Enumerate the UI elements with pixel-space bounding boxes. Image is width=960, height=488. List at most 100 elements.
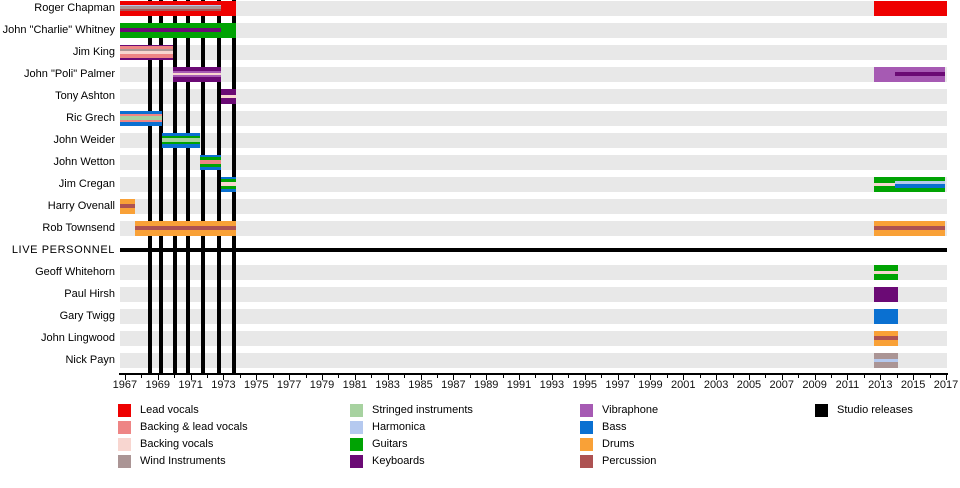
bar-stripe (120, 116, 162, 120)
studio-release-line (186, 0, 191, 373)
x-axis-tick-label: 2017 (933, 379, 959, 391)
legend-swatch (580, 455, 593, 468)
x-axis-tick-label: 1971 (178, 379, 203, 391)
bar-stripe (120, 4, 222, 7)
timeline-bar (120, 22, 237, 38)
legend-item: Drums (580, 438, 800, 452)
bar-stripe (120, 119, 162, 123)
x-axis-tick-label: 1979 (309, 379, 335, 391)
x-axis-tick (157, 375, 159, 380)
legend-label: Backing vocals (140, 438, 214, 450)
legend-label: Drums (602, 438, 635, 450)
x-axis-tick (404, 375, 406, 378)
bar-stripe (895, 183, 946, 188)
row-label: Rob Townsend (42, 222, 115, 234)
row-label: Tony Ashton (55, 90, 115, 102)
legend-swatch (580, 438, 593, 451)
x-axis-tick-label: 1997 (605, 379, 630, 391)
timeline-bar (120, 0, 237, 16)
x-axis-tick-label: 1969 (145, 379, 170, 391)
bar-stripe (161, 138, 200, 142)
bar-stripe (120, 113, 162, 117)
legend-item: Stringed instruments (350, 404, 570, 418)
timeline-bar (873, 264, 898, 280)
row-band (120, 286, 947, 302)
x-axis-tick (256, 375, 258, 380)
x-axis-tick-label: 2013 (868, 379, 893, 391)
row-label: LIVE PERSONNEL (11, 244, 115, 256)
timeline-bar (161, 132, 200, 148)
x-axis-tick-label: 1985 (408, 379, 433, 391)
row-label: Harry Ovenall (47, 200, 115, 212)
timeline-bar (120, 44, 173, 60)
x-axis-tick (371, 375, 373, 378)
x-axis-tick (798, 375, 800, 378)
x-axis-tick (289, 375, 291, 380)
legend-item: Backing vocals (118, 438, 338, 452)
legend-item: Percussion (580, 455, 800, 469)
legend-swatch (350, 438, 363, 451)
x-axis-tick (831, 375, 833, 378)
row-label: John Weider (53, 134, 115, 146)
row-label: Jim King (72, 46, 115, 58)
bar-stripe (895, 180, 946, 184)
legend-item: Backing & lead vocals (118, 421, 338, 435)
x-axis-tick-label: 1973 (211, 379, 236, 391)
row-band (120, 220, 947, 236)
timeline-bar (873, 330, 898, 346)
row-label: Nick Payn (65, 354, 115, 366)
x-axis-tick (765, 375, 767, 378)
studio-release-line (216, 0, 221, 373)
bar-stripe (120, 27, 222, 32)
row-label: John Wetton (53, 156, 115, 168)
legend-item: Keyboards (350, 455, 570, 469)
legend-label: Percussion (602, 455, 657, 467)
bar-stripe (221, 186, 237, 189)
x-axis-tick (946, 375, 947, 380)
x-axis-tick (321, 375, 323, 380)
row-band (120, 198, 947, 214)
x-axis-tick (913, 375, 915, 380)
x-axis-tick (223, 375, 225, 380)
x-axis-tick (551, 375, 553, 380)
x-axis-tick (486, 375, 488, 380)
x-axis-tick (535, 375, 537, 378)
x-axis-line (119, 373, 948, 375)
timeline-bar (873, 0, 947, 16)
legend-item: Vibraphone (580, 404, 800, 418)
x-axis-tick-label: 1999 (638, 379, 663, 391)
legend-swatch (118, 421, 131, 434)
timeline-bar (120, 198, 136, 214)
x-axis-tick-label: 1987 (441, 379, 466, 391)
bar-stripe (221, 181, 237, 187)
legend-item: Studio releases (815, 404, 960, 418)
x-axis-tick-label: 2011 (835, 379, 860, 391)
timeline-bar (221, 176, 237, 192)
timeline-bar (199, 154, 222, 170)
live-personnel-line (120, 248, 947, 252)
timeline-bar (172, 66, 222, 82)
row-band (120, 264, 947, 280)
bar-stripe (221, 179, 237, 182)
studio-release-line (173, 0, 177, 373)
x-axis-tick (896, 375, 898, 378)
x-axis-tick (880, 375, 882, 380)
legend-swatch (350, 404, 363, 417)
legend-label: Studio releases (837, 404, 913, 416)
timeline-bar (873, 66, 946, 82)
x-axis-tick (502, 375, 504, 378)
x-axis-tick-label: 2007 (769, 379, 795, 391)
bar-stripe (161, 141, 200, 145)
x-axis-tick (354, 375, 356, 380)
timeline-bar (873, 286, 898, 302)
timeline-bar (873, 176, 946, 192)
x-axis-tick (781, 375, 783, 380)
legend-item: Harmonica (350, 421, 570, 435)
timeline-bar (873, 308, 898, 324)
row-label: Jim Cregan (58, 178, 115, 190)
row-band (120, 44, 947, 60)
bar-stripe (120, 44, 173, 47)
legend-label: Keyboards (372, 455, 425, 467)
x-axis-tick (748, 375, 750, 380)
x-axis-tick-label: 2001 (671, 379, 696, 391)
